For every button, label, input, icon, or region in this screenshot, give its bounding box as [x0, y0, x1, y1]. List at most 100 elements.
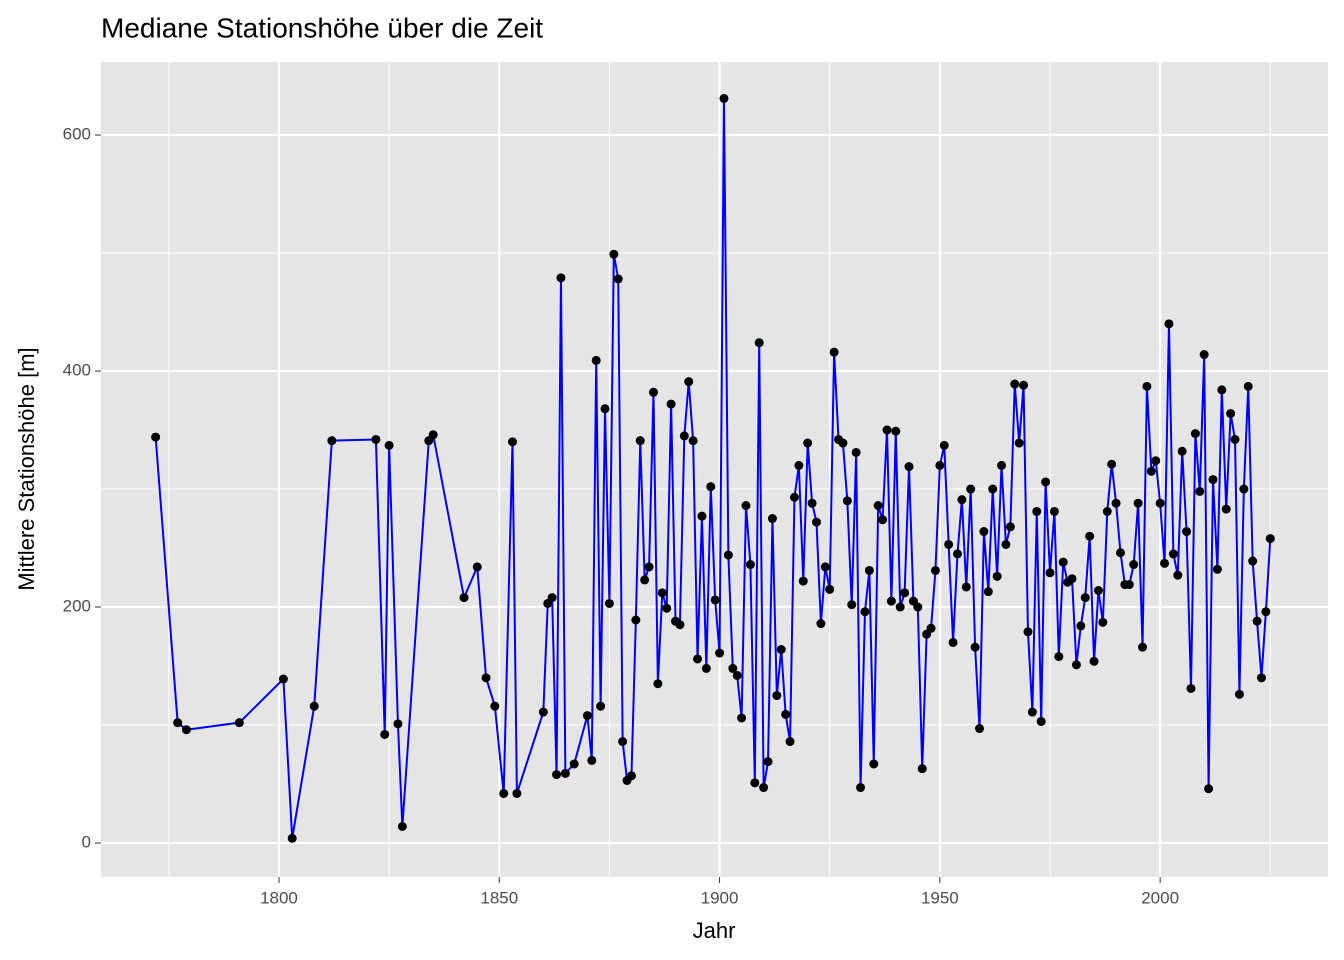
- data-point: [552, 770, 562, 780]
- data-point: [829, 347, 839, 357]
- data-point: [481, 673, 491, 683]
- data-point: [604, 598, 614, 608]
- data-point: [560, 768, 570, 778]
- data-point: [820, 562, 830, 572]
- y-tick-label: 0: [82, 833, 91, 852]
- data-point: [693, 654, 703, 664]
- x-tick-label: 2000: [1141, 888, 1179, 907]
- data-point: [732, 670, 742, 680]
- data-point: [1248, 556, 1258, 566]
- data-point: [745, 560, 755, 570]
- data-point: [556, 273, 566, 283]
- data-point: [939, 440, 949, 450]
- data-point: [997, 460, 1007, 470]
- data-point: [737, 713, 747, 723]
- data-point: [948, 637, 958, 647]
- data-point: [499, 788, 509, 798]
- data-point: [688, 436, 698, 446]
- data-point: [785, 737, 795, 747]
- data-point: [1217, 385, 1227, 395]
- data-point: [715, 648, 725, 658]
- data-point: [1221, 504, 1231, 514]
- data-point: [547, 593, 557, 603]
- data-point: [1102, 506, 1112, 516]
- data-point: [587, 755, 597, 765]
- data-point: [512, 788, 522, 798]
- data-point: [873, 501, 883, 511]
- data-point: [1036, 716, 1046, 726]
- data-point: [1041, 477, 1051, 487]
- x-tick-label: 1800: [260, 888, 298, 907]
- data-point: [891, 426, 901, 436]
- data-point: [648, 387, 658, 397]
- data-point: [983, 587, 993, 597]
- data-point: [1177, 446, 1187, 456]
- data-point: [1067, 574, 1077, 584]
- data-point: [1115, 548, 1125, 558]
- data-point: [904, 462, 914, 472]
- data-point: [631, 615, 641, 625]
- data-point: [1111, 498, 1121, 508]
- data-point: [794, 460, 804, 470]
- data-point: [789, 492, 799, 502]
- data-point: [975, 724, 985, 734]
- data-point: [754, 338, 764, 348]
- data-point: [684, 377, 694, 387]
- data-point: [428, 430, 438, 440]
- data-point: [1160, 558, 1170, 568]
- data-point: [1155, 498, 1165, 508]
- data-point: [1027, 707, 1037, 717]
- data-point: [459, 593, 469, 603]
- data-point: [181, 725, 191, 735]
- data-point: [979, 527, 989, 537]
- data-point: [961, 582, 971, 592]
- data-point: [662, 603, 672, 613]
- data-point: [490, 701, 500, 711]
- data-point: [895, 602, 905, 612]
- data-point: [1138, 642, 1148, 652]
- data-point: [675, 620, 685, 630]
- data-point: [1186, 683, 1196, 693]
- data-point: [847, 600, 857, 610]
- data-point: [1080, 593, 1090, 603]
- data-point: [957, 495, 967, 505]
- data-point: [741, 501, 751, 511]
- data-point: [644, 562, 654, 572]
- data-point: [970, 642, 980, 652]
- data-point: [1071, 660, 1081, 670]
- data-point: [860, 607, 870, 617]
- data-point: [657, 588, 667, 598]
- data-point: [1190, 429, 1200, 439]
- data-point: [618, 737, 628, 747]
- data-point: [728, 663, 738, 673]
- data-point: [679, 431, 689, 441]
- data-point: [393, 719, 403, 729]
- data-point: [710, 595, 720, 605]
- data-point: [1230, 434, 1240, 444]
- data-point: [926, 623, 936, 633]
- data-point: [1023, 627, 1033, 637]
- data-point: [613, 274, 623, 284]
- data-point: [811, 517, 821, 527]
- data-point: [640, 575, 650, 585]
- data-point: [596, 701, 606, 711]
- y-axis-title: Mittlere Stationshöhe [m]: [14, 347, 39, 590]
- x-tick-label: 1900: [701, 888, 739, 907]
- data-point: [869, 759, 879, 769]
- data-point: [886, 596, 896, 606]
- data-point: [151, 432, 161, 442]
- data-point: [653, 679, 663, 689]
- data-point: [767, 514, 777, 524]
- data-point: [697, 511, 707, 521]
- data-point: [878, 515, 888, 525]
- data-point: [1204, 784, 1214, 794]
- data-point: [1085, 531, 1095, 541]
- data-point: [234, 718, 244, 728]
- y-tick-label: 400: [63, 361, 91, 380]
- data-point: [1129, 560, 1139, 570]
- data-point: [380, 729, 390, 739]
- data-point: [913, 602, 923, 612]
- data-point: [635, 436, 645, 446]
- data-point: [1049, 506, 1059, 516]
